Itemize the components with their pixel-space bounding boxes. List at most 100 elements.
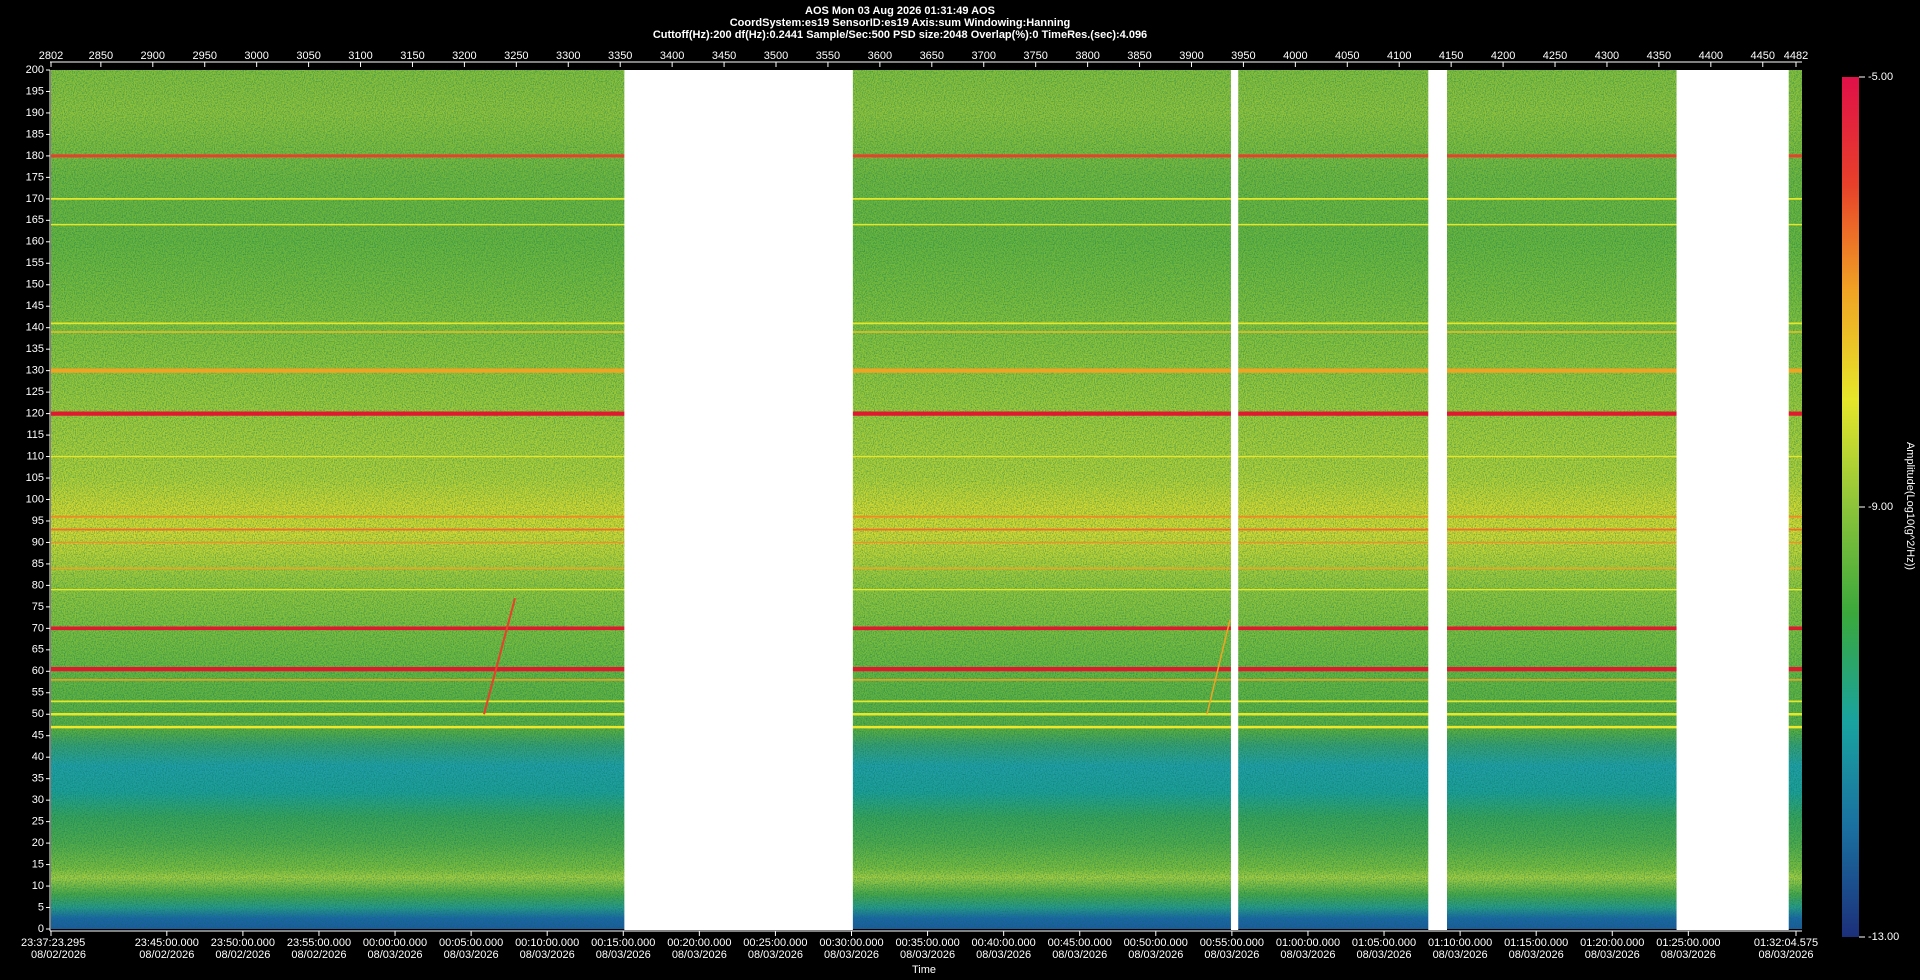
y-tick-label: 125 [26,386,44,398]
time-tick-date: 08/03/2026 [444,949,499,961]
chirp [1206,619,1231,715]
y-tick-label: 95 [32,515,44,527]
y-tick-label: 60 [32,665,44,677]
x-tick-label: 4100 [1387,50,1411,62]
x-tick-label: 3450 [712,50,736,62]
time-tick-label: 00:50:00.000 [1124,937,1188,949]
x-tick-label: 3200 [452,50,476,62]
x-tick-label: 3600 [868,50,892,62]
time-tick-date: 08/03/2026 [1052,949,1107,961]
chirp [483,598,516,715]
x-tick-label: 3150 [400,50,424,62]
y-tick-label: 160 [26,236,44,248]
x-tick-label: 2950 [192,50,216,62]
y-tick-label: 20 [32,837,44,849]
x-tick-label: 3550 [816,50,840,62]
x-tick-label: 3800 [1075,50,1099,62]
time-tick-date: 08/03/2026 [824,949,879,961]
time-tick-label: 00:00:00.000 [363,937,427,949]
x-tick-label: 4050 [1335,50,1359,62]
y-tick-label: 120 [26,408,44,420]
time-tick-date: 08/03/2026 [1433,949,1488,961]
header-line: Cuttoff(Hz):200 df(Hz):0.2441 Sample/Sec… [653,29,1147,41]
time-tick-label: 00:25:00.000 [743,937,807,949]
y-tick-label: 90 [32,536,44,548]
y-tick-label: 5 [38,901,44,913]
time-tick-label: 00:05:00.000 [439,937,503,949]
time-tick-date: 08/03/2026 [596,949,651,961]
y-tick-label: 0 [38,923,44,935]
data-gap [624,70,853,930]
x-tick-label: 2802 [39,50,63,62]
colorbar-tick-label: -9.00 [1868,501,1893,513]
time-tick-date: 08/03/2026 [1204,949,1259,961]
x-tick-label: 3650 [920,50,944,62]
time-tick-label: 00:35:00.000 [895,937,959,949]
x-tick-label: 4250 [1543,50,1567,62]
data-gap [1428,70,1447,930]
time-tick-date: 08/02/2026 [31,949,86,961]
time-tick-label: 01:32:04.575 [1754,937,1818,949]
x-tick-label: 3700 [972,50,996,62]
time-tick-label: 01:25:00.000 [1656,937,1720,949]
y-tick-label: 105 [26,472,44,484]
y-tick-label: 80 [32,579,44,591]
colorbar-tick-label: -5.00 [1868,71,1893,83]
x-tick-label: 3950 [1231,50,1255,62]
x-tick-label: 4350 [1647,50,1671,62]
x-tick-label: 3750 [1023,50,1047,62]
y-tick-label: 15 [32,858,44,870]
header-line: AOS Mon 03 Aug 2026 01:31:49 AOS [805,5,995,17]
y-tick-label: 110 [26,450,44,462]
time-tick-label: 00:55:00.000 [1200,937,1264,949]
x-tick-label: 4300 [1595,50,1619,62]
y-tick-label: 180 [26,150,44,162]
time-tick-date: 08/03/2026 [976,949,1031,961]
y-tick-label: 50 [32,708,44,720]
y-tick-label: 40 [32,751,44,763]
x-axis-label: Time [912,964,936,976]
time-tick-date: 08/03/2026 [1758,949,1813,961]
y-tick-label: 45 [32,730,44,742]
time-tick-label: 00:45:00.000 [1048,937,1112,949]
x-tick-label: 3000 [244,50,268,62]
data-gap [1676,70,1789,930]
y-tick-label: 130 [26,365,44,377]
x-tick-label: 4450 [1751,50,1775,62]
time-tick-label: 23:37:23.295 [21,937,85,949]
spectrogram-noise [51,70,1802,929]
time-tick-label: 00:10:00.000 [515,937,579,949]
y-tick-label: 150 [26,279,44,291]
time-tick-label: 00:30:00.000 [819,937,883,949]
time-tick-label: 23:55:00.000 [287,937,351,949]
y-tick-label: 140 [26,322,44,334]
time-tick-label: 00:20:00.000 [667,937,731,949]
x-tick-label: 4400 [1699,50,1723,62]
y-tick-label: 55 [32,687,44,699]
x-tick-label: 2850 [89,50,113,62]
spectrogram [51,70,1802,930]
time-tick-date: 08/03/2026 [748,949,803,961]
time-tick-date: 08/03/2026 [1661,949,1716,961]
time-tick-label: 00:40:00.000 [972,937,1036,949]
y-tick-label: 190 [26,107,44,119]
y-tick-label: 35 [32,773,44,785]
time-tick-label: 01:10:00.000 [1428,937,1492,949]
y-tick-label: 65 [32,644,44,656]
y-tick-label: 200 [26,64,44,76]
time-tick-date: 08/03/2026 [672,949,727,961]
colorbar-label: Amplitude(Log10(g^2/Hz)) [1904,442,1916,570]
time-tick-label: 01:20:00.000 [1580,937,1644,949]
time-tick-label: 00:15:00.000 [591,937,655,949]
x-tick-label: 3850 [1127,50,1151,62]
y-tick-label: 30 [32,794,44,806]
y-tick-label: 155 [26,257,44,269]
x-tick-label: 3100 [348,50,372,62]
colorbar [1842,77,1859,937]
time-tick-date: 08/02/2026 [291,949,346,961]
time-tick-date: 08/03/2026 [1585,949,1640,961]
y-tick-label: 70 [32,622,44,634]
y-tick-label: 145 [26,300,44,312]
time-tick-date: 08/03/2026 [1509,949,1564,961]
